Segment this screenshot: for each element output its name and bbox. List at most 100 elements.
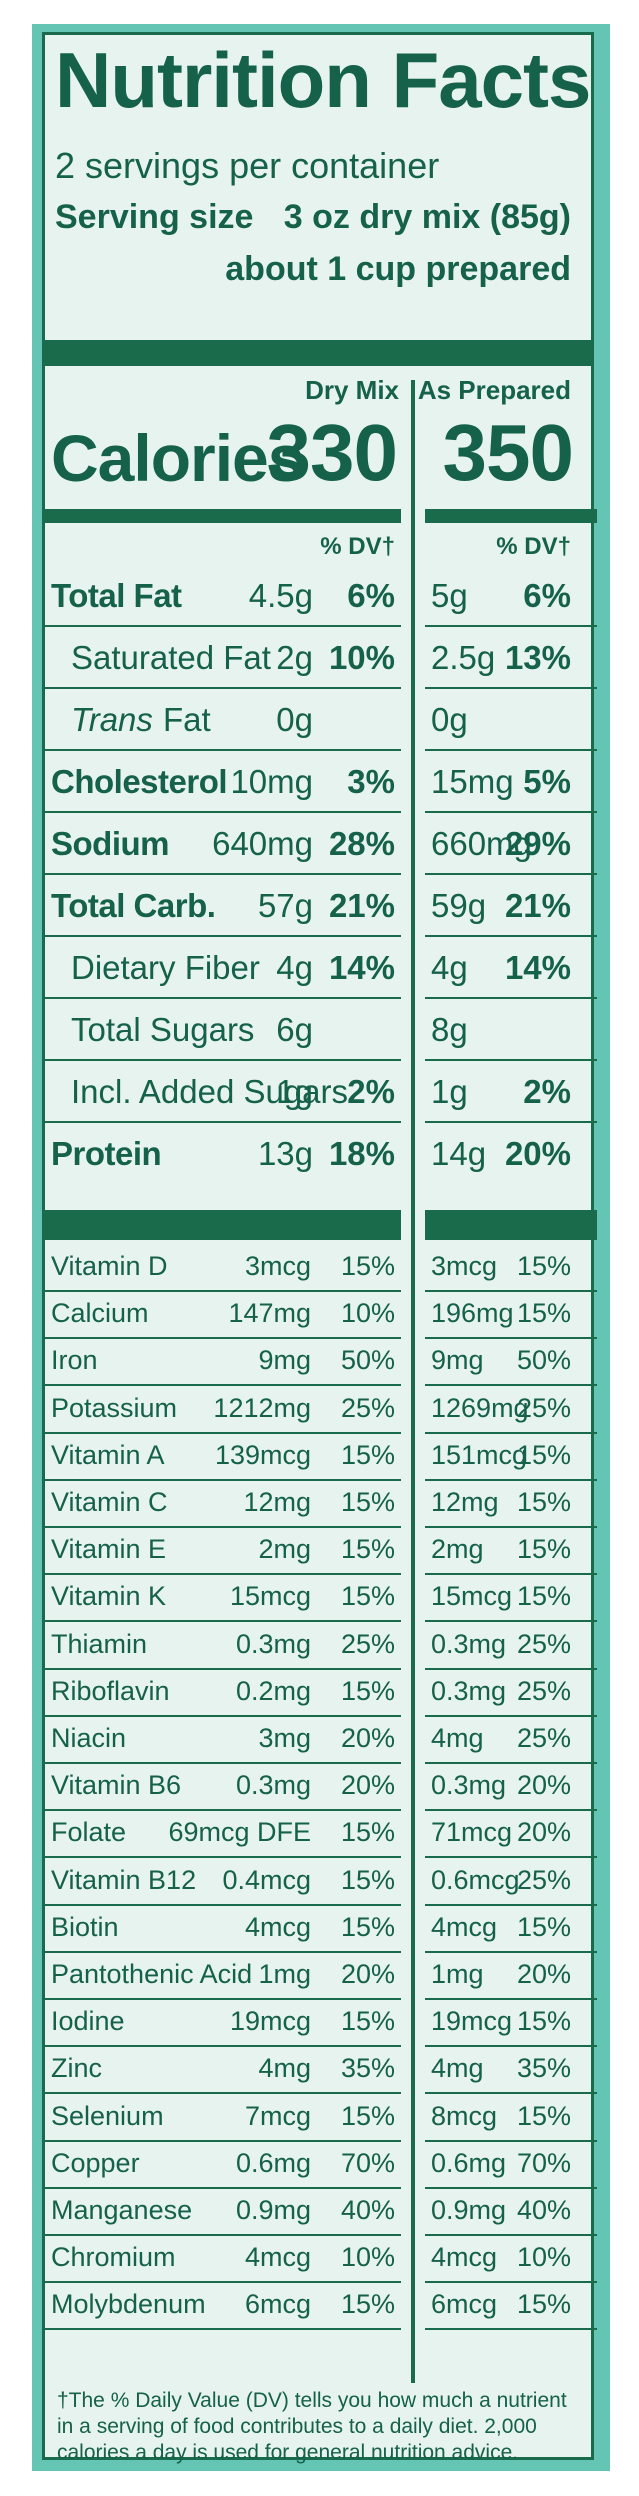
- vitamin-dry-amount: 69mcg DFE: [168, 1817, 311, 1848]
- nutrient-name: Total Fat: [51, 577, 182, 614]
- vitamin-prepared-dv: 25%: [516, 1628, 571, 1659]
- vitamin-dry-dv: 20%: [340, 1770, 395, 1801]
- vitamin-rule: [425, 2092, 597, 2095]
- serving-size-prepared: about 1 cup prepared: [225, 250, 571, 288]
- vitamin-dry-amount: 2mg: [258, 1534, 311, 1565]
- vitamin-row: Thiamin 0.3mg 25% 0.3mg 25%: [45, 1623, 597, 1671]
- vitamin-rule: [45, 2139, 401, 2142]
- vitamin-prepared-dv: 25%: [516, 1723, 571, 1753]
- vitamin-prepared-dv: 20%: [516, 1959, 571, 1989]
- row-rule: [425, 687, 597, 689]
- vitamin-rule: [45, 1431, 401, 1434]
- vitamin-prepared-dv: 15%: [516, 1487, 571, 1517]
- dry-amount: 4.5g: [248, 577, 313, 614]
- prepared-amount: 14g: [431, 1135, 487, 1172]
- vitamin-prepared-amount: 9mg: [431, 1345, 484, 1376]
- vitamin-row: Riboflavin 0.2mg 15% 0.3mg 25%: [45, 1670, 597, 1718]
- vitamin-dry-amount: 7mcg: [244, 2100, 311, 2131]
- vitamin-dry-amount: 3mcg: [244, 1251, 311, 1281]
- vitamin-prepared-dv: 15%: [516, 1298, 571, 1329]
- row-rule: [425, 811, 597, 813]
- vitamin-dry-amount: 15mcg: [229, 1581, 311, 1612]
- vitamin-rule: [45, 2186, 401, 2189]
- vitamin-rule: [425, 1667, 597, 1670]
- vitamin-dry-amount: 0.2mg: [235, 1675, 311, 1706]
- vitamin-prepared-amount: 19mcg: [431, 2006, 513, 2037]
- nutrient-row: Total Fat 4.5g 6% 5g 6%: [45, 565, 597, 627]
- dry-amount: 57g: [257, 887, 313, 924]
- footnote: †The % Daily Value (DV) tells you how mu…: [57, 2389, 567, 2464]
- vitamin-name: Chromium: [51, 2242, 176, 2273]
- vitamin-rule: [45, 1950, 401, 1953]
- row-rule: [425, 1059, 597, 1061]
- nutrient-name: Incl. Added Sugars: [71, 1073, 349, 1110]
- vitamin-rule: [425, 1762, 597, 1764]
- vitamin-dry-dv: 20%: [340, 1959, 395, 1989]
- vitamin-dry-amount: 4mcg: [244, 1911, 311, 1942]
- vitamin-name: Biotin: [51, 1911, 119, 1942]
- vitamin-dry-dv: 10%: [340, 2242, 395, 2273]
- vitamin-dry-dv: 25%: [340, 1392, 395, 1423]
- vitamin-rule: [425, 1526, 597, 1528]
- vitamin-name: Iron: [51, 1345, 98, 1376]
- vitamin-name: Riboflavin: [51, 1675, 170, 1706]
- vitamin-row: Vitamin A 139mcg 15% 151mcg 15%: [45, 1434, 597, 1482]
- dry-amount: 10mg: [230, 763, 313, 800]
- nutrient-row: Total Carb. 57g 21% 59g 21%: [45, 875, 597, 937]
- vitamin-rule: [45, 2045, 401, 2048]
- vitamin-row: Vitamin K 15mcg 15% 15mcg 15%: [45, 1575, 597, 1623]
- vitamin-dry-amount: 19mcg: [229, 2006, 311, 2037]
- dry-amount: 1g: [276, 1073, 313, 1110]
- vitamin-rule: [45, 1337, 401, 1340]
- prepared-amount: 59g: [431, 887, 487, 924]
- nutrient-name: Fat: [163, 701, 211, 738]
- prepared-amount: 2.5g: [431, 639, 496, 676]
- vitamin-rule: [425, 1809, 597, 1812]
- vitamin-dry-amount: 6mcg: [244, 2289, 311, 2320]
- row-rule: [425, 997, 597, 999]
- prepared-dv: 13%: [504, 639, 571, 676]
- vitamin-prepared-dv: 15%: [516, 2006, 571, 2037]
- dry-dv: 2%: [347, 1073, 395, 1110]
- dry-amount: 2g: [276, 639, 313, 676]
- vitamin-rule: [45, 1384, 401, 1387]
- vitamin-rule: [45, 2281, 401, 2284]
- vitamin-dry-dv: 35%: [340, 2053, 395, 2084]
- dry-amount: 640mg: [212, 825, 313, 862]
- dry-dv: 18%: [328, 1135, 395, 1172]
- vitamin-prepared-amount: 1mg: [431, 1959, 484, 1989]
- vitamin-dry-dv: 15%: [340, 1581, 395, 1612]
- prepared-dv: 5%: [523, 763, 571, 800]
- row-rule: [45, 749, 401, 751]
- dry-amount: 6g: [276, 1011, 313, 1048]
- vitamin-dry-amount: 12mg: [243, 1487, 311, 1517]
- nutrient-name: Cholesterol: [51, 763, 228, 800]
- vitamin-prepared-dv: 15%: [516, 1581, 571, 1612]
- vitamin-prepared-dv: 40%: [516, 2195, 571, 2225]
- vitamin-prepared-dv: 25%: [516, 1864, 571, 1895]
- vitamin-rule: [425, 1856, 597, 1859]
- vitamin-prepared-amount: 2mg: [431, 1534, 484, 1565]
- vitamin-rule: [45, 1762, 401, 1764]
- vitamin-prepared-amount: 0.3mg: [431, 1628, 507, 1659]
- row-rule: [45, 1121, 401, 1123]
- vitamin-dry-amount: 3mg: [258, 1723, 311, 1753]
- vitamin-row: Iron 9mg 50% 9mg 50%: [45, 1339, 597, 1387]
- vitamin-prepared-amount: 4mcg: [431, 2242, 498, 2273]
- vitamin-name: Vitamin E: [51, 1534, 167, 1565]
- vitamin-prepared-amount: 196mg: [431, 1298, 514, 1329]
- vitamin-dry-dv: 15%: [340, 1675, 395, 1706]
- vitamin-prepared-dv: 10%: [516, 2242, 571, 2273]
- dry-amount: 13g: [257, 1135, 313, 1172]
- vitamin-rule: [45, 1290, 401, 1292]
- vitamin-rule: [425, 1431, 597, 1434]
- vitamin-prepared-dv: 15%: [516, 1911, 571, 1942]
- vitamin-rule: [425, 1573, 597, 1576]
- vitamin-rule: [425, 1290, 597, 1292]
- vitamin-row: Vitamin B6 0.3mg 20% 0.3mg 20%: [45, 1764, 597, 1812]
- row-rule: [425, 873, 597, 875]
- vitamin-dry-dv: 15%: [340, 1534, 395, 1565]
- vitamin-prepared-amount: 0.6mcg: [431, 1864, 520, 1895]
- vitamin-name: Molybdenum: [51, 2289, 206, 2320]
- vitamin-prepared-dv: 20%: [516, 1817, 571, 1848]
